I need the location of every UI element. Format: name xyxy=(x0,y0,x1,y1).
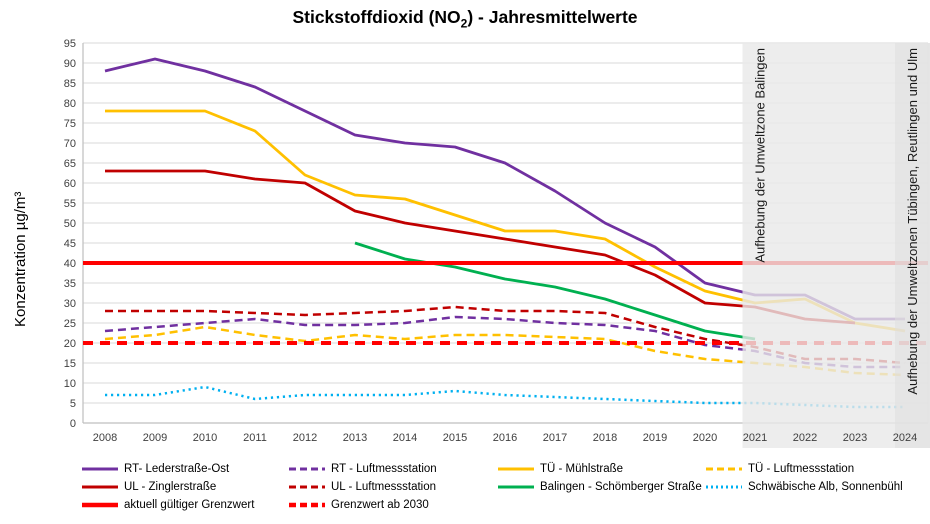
x-tick-label: 2013 xyxy=(343,432,367,444)
series-line-ul-zinglerstra-e xyxy=(105,169,856,325)
legend-label: UL - Zinglerstraße xyxy=(124,480,217,493)
legend-marker xyxy=(82,467,118,470)
x-tick-label: 2008 xyxy=(93,432,117,444)
legend-item-rt-lederstra-e-ost: RT- Lederstraße-Ost xyxy=(81,461,288,476)
y-tick-label: 80 xyxy=(64,98,76,110)
y-tick-label: 75 xyxy=(64,118,76,130)
series-line-schw-bische-alb-sonnenb-hl xyxy=(105,385,905,409)
legend-item-rt-luftmessstation: RT - Luftmessstation xyxy=(288,461,497,476)
legend-marker xyxy=(498,485,534,488)
legend-marker xyxy=(289,485,325,488)
chart-title-prefix: Stickstoffdioxid (NO xyxy=(292,7,461,27)
band-label: Aufhebung der Umweltzone Balingen xyxy=(753,48,768,263)
y-tick-label: 25 xyxy=(64,318,76,330)
x-tick-label: 2022 xyxy=(793,432,817,444)
legend-label: TÜ - Mühlstraße xyxy=(540,462,624,475)
legend-label: aktuell gültiger Grenzwert xyxy=(124,498,255,511)
band-label: Aufhebung der Umweltzonen Tübingen, Reut… xyxy=(905,48,920,395)
legend-item-ul-luftmessstation: UL - Luftmessstation xyxy=(288,479,497,494)
x-tick-label: 2023 xyxy=(843,432,867,444)
x-tick-label: 2024 xyxy=(893,432,917,444)
x-tick-label: 2010 xyxy=(193,432,217,444)
y-tick-label: 50 xyxy=(64,218,76,230)
series-line-rt-luftmessstation xyxy=(104,315,905,369)
y-tick-label: 40 xyxy=(64,258,76,270)
x-tick-label: 2012 xyxy=(293,432,317,444)
y-tick-label: 60 xyxy=(64,178,76,190)
chart-title-suffix: ) - Jahresmittelwerte xyxy=(467,7,638,27)
x-tick-label: 2020 xyxy=(693,432,717,444)
legend-marker xyxy=(289,502,325,507)
legend-marker xyxy=(498,467,534,470)
y-tick-label: 85 xyxy=(64,78,76,90)
x-tick-label: 2015 xyxy=(443,432,467,444)
y-tick-label: 10 xyxy=(64,378,76,390)
y-tick-label: 30 xyxy=(64,298,76,310)
chart-legend: RT- Lederstraße-Ost RT - Luftmessstation T… xyxy=(81,461,903,512)
legend-item-t-m-hlstra-e: TÜ - Mühlstraße xyxy=(497,461,705,476)
series-line-t-luftmessstation xyxy=(104,325,906,377)
legend-item-schw-bische-alb-sonnenb-hl: Schwäbische Alb, Sonnenbühl xyxy=(705,479,903,494)
x-tick-label: 2014 xyxy=(393,432,417,444)
x-tick-label: 2017 xyxy=(543,432,567,444)
y-tick-label: 55 xyxy=(64,198,76,210)
legend-marker xyxy=(706,467,742,470)
legend-marker xyxy=(289,467,325,470)
x-tick-label: 2016 xyxy=(493,432,517,444)
legend-label: Schwäbische Alb, Sonnenbühl xyxy=(748,480,903,493)
series-line-balingen-sch-mberger-stra-e xyxy=(354,241,756,341)
legend-item-t-luftmessstation: TÜ - Luftmessstation xyxy=(705,461,903,476)
legend-item-aktuell-g-ltiger-grenzwert: aktuell gültiger Grenzwert xyxy=(81,497,288,512)
legend-marker xyxy=(82,485,118,488)
legend-label: RT- Lederstraße-Ost xyxy=(124,462,230,475)
legend-label: RT - Luftmessstation xyxy=(331,462,437,475)
legend-item-grenzwert-ab-2030: Grenzwert ab 2030 xyxy=(288,497,497,512)
x-tick-label: 2011 xyxy=(243,432,267,444)
legend-label: Grenzwert ab 2030 xyxy=(331,498,429,511)
legend-marker xyxy=(706,485,742,488)
legend-label: Balingen - Schömberger Straße xyxy=(540,480,702,493)
umweltzone-band xyxy=(895,43,930,448)
x-tick-label: 2021 xyxy=(743,432,767,444)
chart-title-subscript: 2 xyxy=(460,16,468,31)
series-line-ul-luftmessstation xyxy=(105,305,906,365)
x-tick-label: 2009 xyxy=(143,432,167,444)
y-tick-label: 45 xyxy=(64,238,76,250)
y-tick-label: 70 xyxy=(64,138,76,150)
x-tick-label: 2018 xyxy=(593,432,617,444)
chart-title: Stickstoffdioxid (NO2) - Jahresmittelwer… xyxy=(0,7,930,31)
y-tick-label: 15 xyxy=(64,358,76,370)
y-tick-label: 0 xyxy=(70,418,76,430)
x-tick-label: 2019 xyxy=(643,432,667,444)
y-tick-label: 20 xyxy=(64,338,76,350)
y-tick-label: 95 xyxy=(64,38,76,50)
legend-label: TÜ - Luftmessstation xyxy=(748,462,855,475)
legend-item-ul-zinglerstra-e: UL - Zinglerstraße xyxy=(81,479,288,494)
y-tick-label: 35 xyxy=(64,278,76,290)
y-tick-label: 5 xyxy=(70,398,76,410)
legend-item-balingen-sch-mberger-stra-e: Balingen - Schömberger Straße xyxy=(497,479,705,494)
y-tick-label: 65 xyxy=(64,158,76,170)
y-tick-label: 90 xyxy=(64,58,76,70)
chart-plot-area: 0 5 10 15 20 25 30 35 40 45 50 55 60 65 70 75 80 85 90 95 Au… xyxy=(64,38,930,448)
legend-marker xyxy=(82,502,118,507)
legend-label: UL - Luftmessstation xyxy=(331,480,437,493)
